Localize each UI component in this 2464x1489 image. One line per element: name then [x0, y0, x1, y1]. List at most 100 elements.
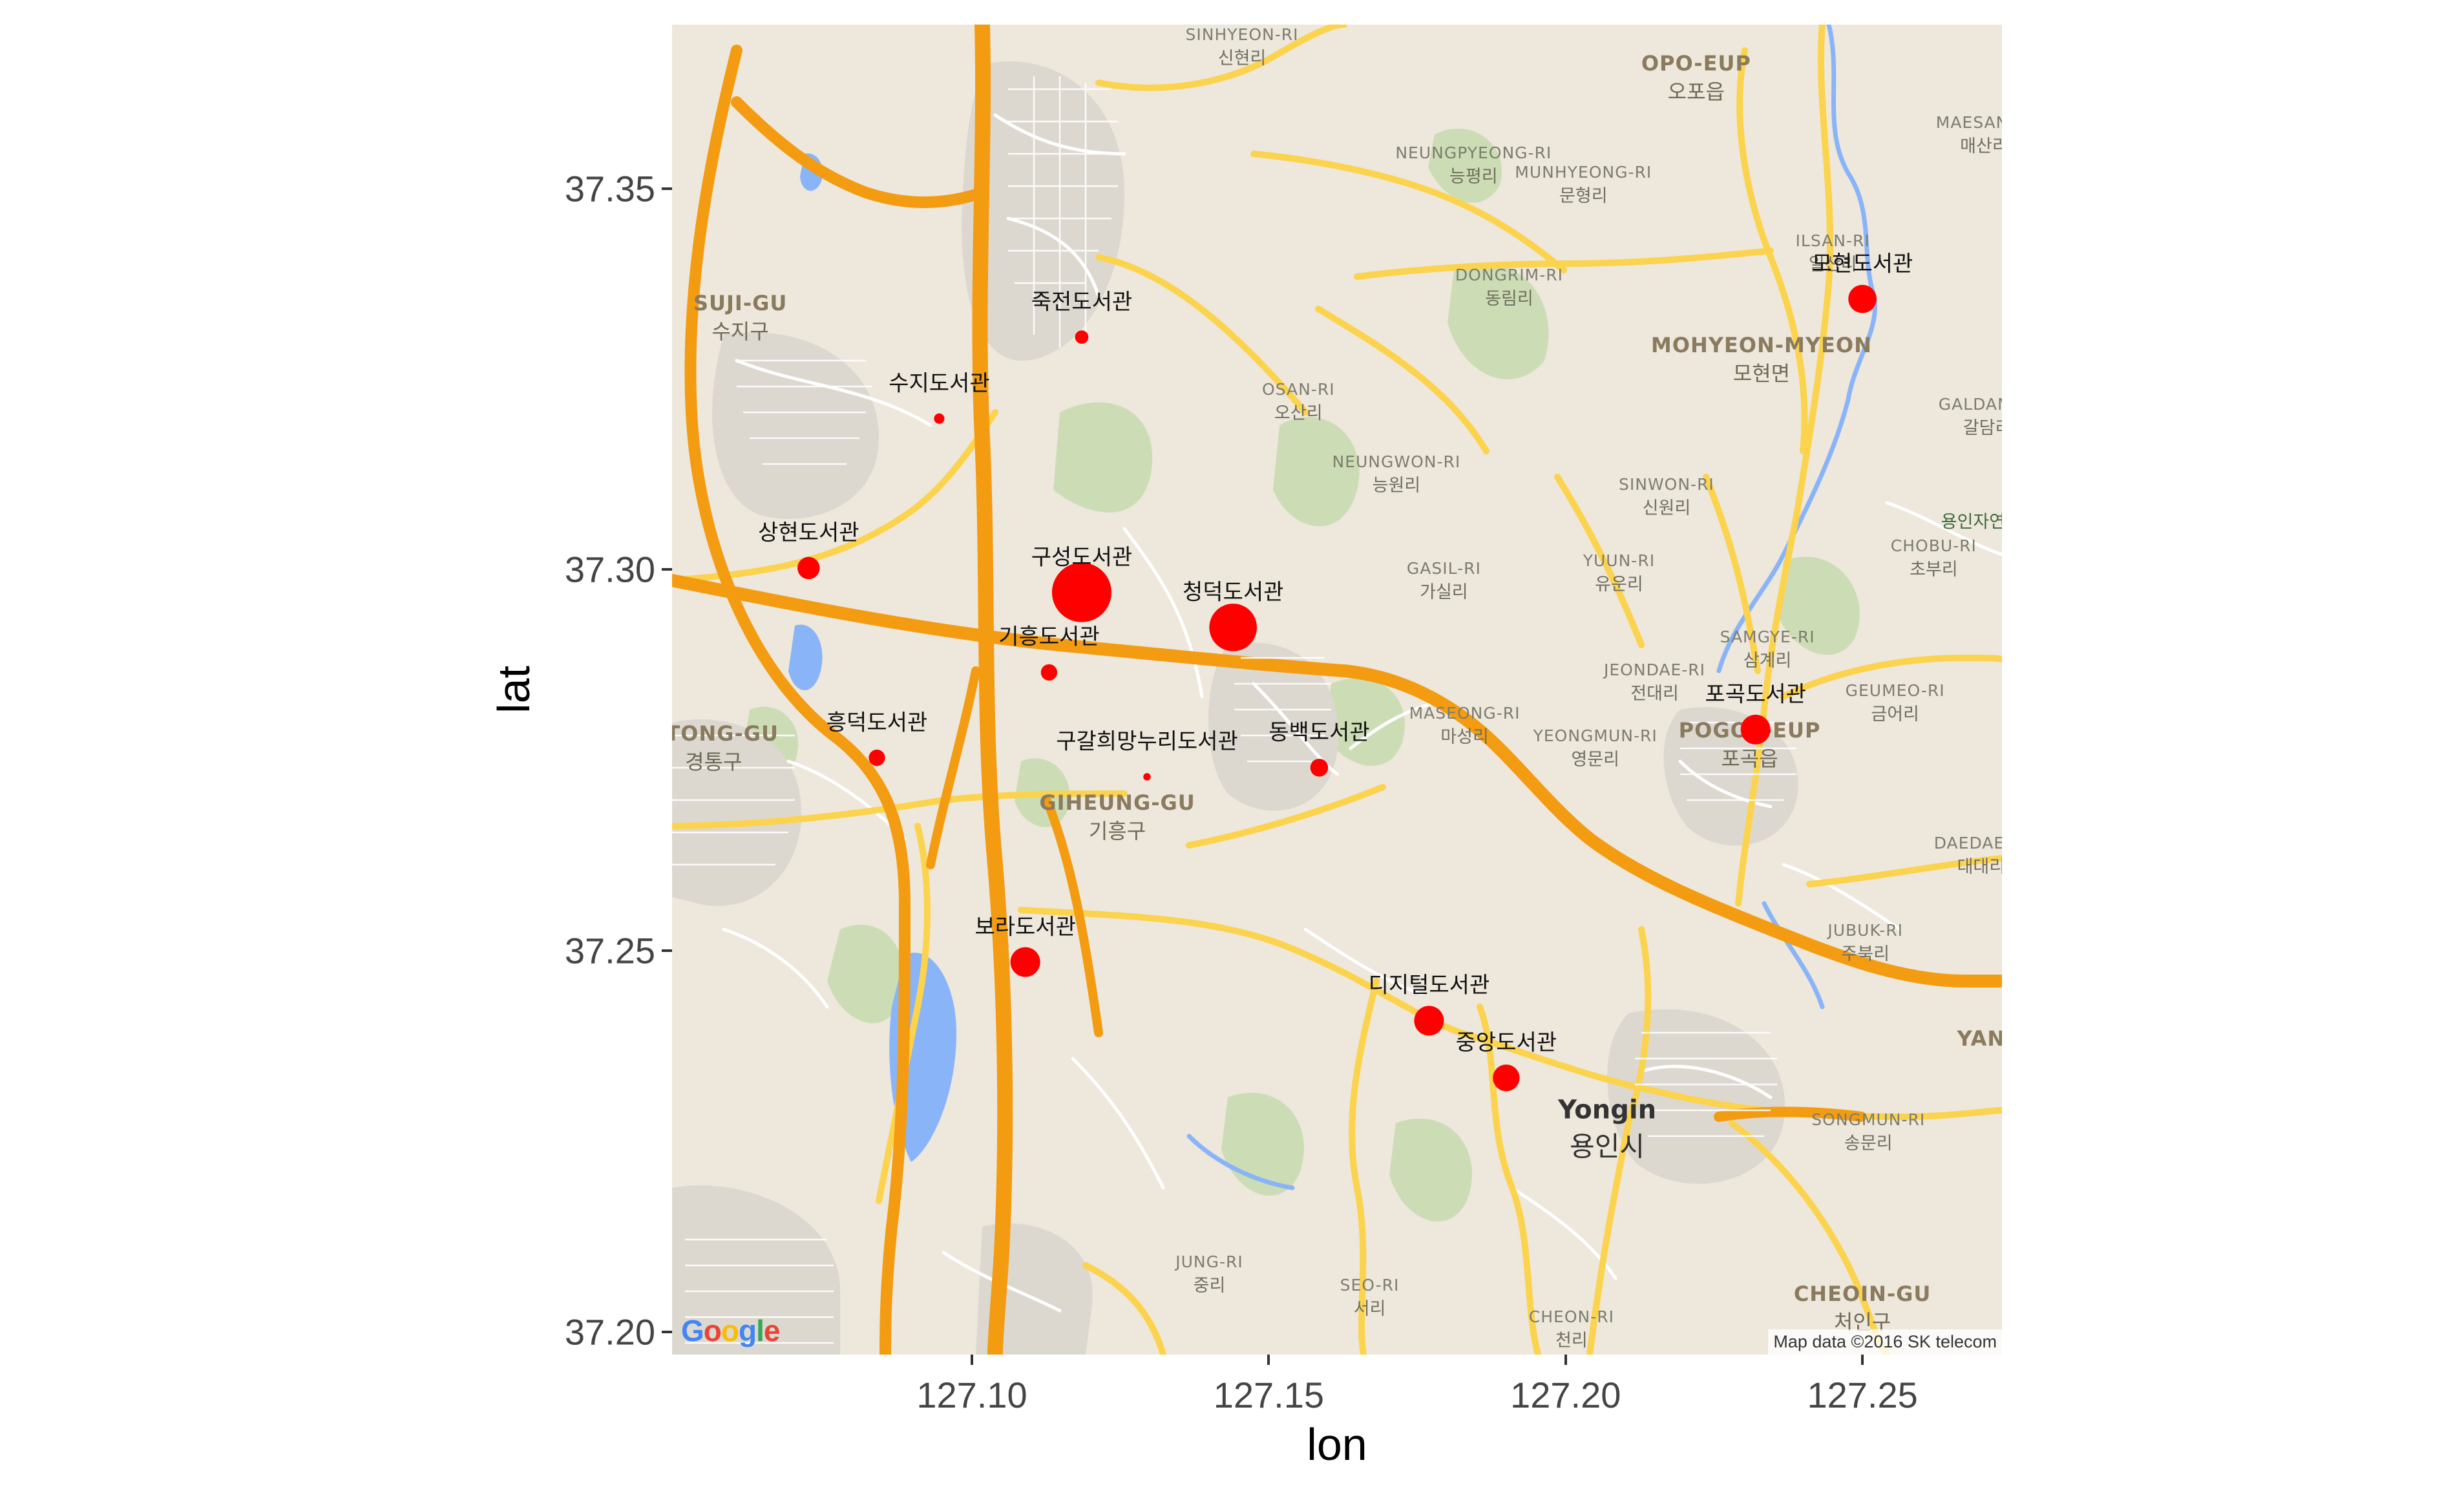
y-tick-mark — [662, 1330, 672, 1333]
x-tick-mark — [970, 1355, 973, 1365]
place-label-en: SEO-RI — [1340, 1275, 1400, 1294]
place-label-ko: 서리 — [1353, 1298, 1386, 1319]
place-label: GIHEUNG-GU 기흥구 — [1039, 790, 1195, 845]
place-label: OPO-EUP 오포읍 — [1641, 51, 1751, 105]
x-tick-label: 127.20 — [1510, 1375, 1621, 1415]
place-label-ko: 송문리 — [1844, 1133, 1893, 1154]
place-label: GALDAM-RI 갈담리 — [1939, 395, 2002, 439]
place-label: NEUNGPYEONG-RI 능평리 — [1395, 143, 1552, 187]
library-point[interactable] — [1209, 604, 1258, 651]
place-label-ko: 문형리 — [1559, 185, 1608, 206]
place-label-en: YUUN-RI — [1583, 551, 1656, 571]
library-label: 보라도서관 — [974, 914, 1076, 940]
place-label-en: NEUNGPYEONG-RI — [1395, 143, 1552, 163]
place-label-en: YAN — [1957, 1026, 2002, 1051]
place-label-ko: 일산리 — [1808, 254, 1857, 275]
place-label-en: SONGMUN-RI — [1811, 1110, 1926, 1129]
place-label-en: MUNHYEONG-RI — [1515, 162, 1652, 182]
place-label-ko: 매산리 — [1960, 136, 2002, 156]
library-point[interactable] — [1040, 664, 1058, 681]
library-point[interactable] — [1414, 1006, 1444, 1036]
place-label-en: OPO-EUP — [1641, 50, 1751, 76]
place-label-en: GIHEUNG-GU — [1039, 790, 1195, 815]
library-point[interactable] — [1848, 284, 1877, 313]
library-label: 디지털도서관 — [1368, 972, 1490, 998]
place-label: NEUNGWON-RI 능원리 — [1332, 452, 1461, 496]
library-label: 수지도서관 — [889, 370, 990, 397]
library-label: 구갈희망누리도서관 — [1056, 728, 1238, 755]
library-point[interactable] — [1075, 330, 1089, 344]
library-point[interactable] — [934, 413, 945, 424]
place-label-ko: 경통구 — [685, 750, 742, 775]
library-point[interactable] — [1051, 562, 1111, 622]
y-tick-label: 37.35 — [564, 168, 655, 209]
place-label: SAMGYE-RI 삼계리 — [1720, 628, 1815, 671]
library-point[interactable] — [1010, 947, 1040, 977]
place-label-ko: 오포읍 — [1667, 79, 1725, 104]
place-label-ko: 중리 — [1193, 1276, 1226, 1296]
place-label-ko: 대대리 — [1957, 856, 2002, 877]
place-label: MAESAN-RI 매산리 — [1936, 113, 2002, 157]
place-label: OSAN-RI 오산리 — [1262, 380, 1335, 424]
library-label: 모현도서관 — [1811, 251, 1913, 277]
place-label-ko: 전대리 — [1630, 683, 1679, 704]
place-label-ko: 마성리 — [1440, 727, 1489, 748]
place-label-en: MAESAN-RI — [1935, 113, 2002, 132]
place-label-ko: 오산리 — [1274, 403, 1323, 423]
place-label: GTONG-GU 경통구 — [672, 721, 779, 776]
library-label: 구성도서관 — [1031, 544, 1133, 571]
library-label: 청덕도서관 — [1183, 579, 1284, 606]
library-point[interactable] — [797, 556, 820, 580]
library-points — [797, 284, 1877, 1092]
place-label-ko: 모현면 — [1732, 361, 1791, 386]
place-label-en: NEUNGWON-RI — [1332, 452, 1461, 471]
library-label: 흥덕도서관 — [826, 710, 928, 736]
place-label-en: CHEON-RI — [1528, 1307, 1615, 1327]
y-tick-mark — [662, 187, 672, 190]
library-point[interactable] — [1740, 714, 1771, 744]
place-label-en: SUJI-GU — [693, 291, 788, 316]
map-attribution: Map data ©2016 SK telecom — [1768, 1329, 2002, 1355]
library-label: 상현도서관 — [758, 520, 859, 546]
library-point[interactable] — [1143, 773, 1151, 781]
x-tick-mark — [1267, 1355, 1270, 1365]
rivers — [1186, 25, 1877, 1190]
place-label-ko: 유운리 — [1595, 575, 1643, 595]
place-label-ko: 갈담리 — [1963, 418, 2002, 439]
library-point[interactable] — [869, 749, 885, 766]
place-label-en: GTONG-GU — [672, 721, 779, 746]
place-label-en: ILSAN-RI — [1795, 231, 1870, 250]
place-label: GASIL-RI 가실리 — [1407, 559, 1481, 603]
x-tick-mark — [1564, 1355, 1567, 1365]
place-label-en: YEONGMUN-RI — [1533, 726, 1658, 746]
x-axis-title: lon — [1307, 1419, 1367, 1470]
x-tick-label: 127.25 — [1807, 1375, 1918, 1415]
place-label: DAEDAE-RI 대대리 — [1934, 834, 2002, 878]
place-label-en: MASEONG-RI — [1409, 704, 1521, 723]
place-label: SEO-RI 서리 — [1340, 1276, 1400, 1320]
library-label: 포곡도서관 — [1705, 681, 1806, 708]
place-label-en: OSAN-RI — [1261, 379, 1335, 399]
place-label-en: JUBUK-RI — [1827, 921, 1904, 940]
place-label-ko: 동림리 — [1485, 288, 1533, 309]
place-label-ko: 금어리 — [1871, 704, 1919, 724]
library-label: 기흥도서관 — [998, 624, 1100, 650]
place-label-en: MOHYEON-MYEON — [1650, 332, 1872, 357]
place-label-en: SINHYEON-RI — [1185, 25, 1299, 45]
place-label: SONGMUN-RI 송문리 — [1811, 1110, 1925, 1154]
library-layer: 죽전도서관 수지도서관 상현도서관 구성도서관 청덕도서관 기흥도서관 흥덕도서관 구갈희망누… — [672, 25, 2002, 1355]
x-tick-mark — [1861, 1355, 1864, 1365]
place-label: SUJI-GU 수지구 — [693, 291, 787, 345]
library-point[interactable] — [1310, 759, 1329, 777]
library-point[interactable] — [1493, 1064, 1520, 1092]
y-axis-title: lat — [489, 666, 539, 713]
map-panel[interactable]: SINHYEON-RI 신현리 OPO-EUP 오포읍 NEUNGPYEONG-RI 능평… — [672, 25, 2002, 1355]
place-label: YUUN-RI 유운리 — [1583, 551, 1655, 595]
place-label: MOHYEON-MYEON 모현면 — [1651, 333, 1872, 387]
library-label: 동백도서관 — [1269, 719, 1370, 746]
y-tick-label: 37.20 — [564, 1311, 655, 1353]
place-label-ko: 능평리 — [1449, 167, 1498, 187]
place-label: CHEON-RI 천리 — [1529, 1307, 1614, 1351]
basemap — [672, 25, 2002, 1355]
